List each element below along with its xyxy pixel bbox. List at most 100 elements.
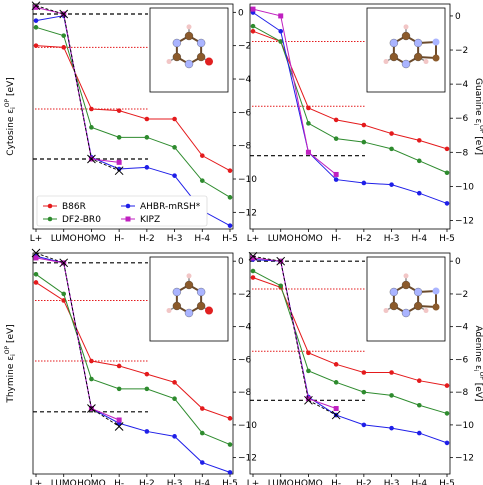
y-tick-label: −4: [238, 75, 252, 85]
data-point: [172, 380, 177, 385]
y-tick-label: −8: [455, 388, 469, 398]
legend-label: DF2-BR0: [62, 215, 101, 225]
reference-marker: [59, 9, 69, 19]
legend-label: B86R: [62, 202, 86, 212]
data-point: [172, 145, 177, 150]
data-point: [333, 380, 339, 385]
data-point: [306, 105, 311, 111]
x-tick-label: LUMO: [51, 479, 77, 485]
atom: [403, 273, 409, 279]
atom: [389, 287, 399, 297]
x-tick-label: H-4: [411, 479, 427, 485]
data-point: [116, 363, 122, 369]
atom: [423, 59, 429, 65]
atom: [401, 31, 411, 41]
data-point: [33, 18, 39, 23]
reference-line: [252, 255, 337, 416]
atom: [383, 59, 389, 65]
atom-n: [432, 38, 440, 46]
data-point: [389, 393, 394, 398]
data-point: [250, 6, 256, 12]
x-tick-label: H-3: [384, 234, 400, 244]
data-point: [89, 125, 94, 130]
x-tick-label: L+: [30, 479, 43, 485]
molecule-inset: [149, 256, 229, 342]
x-tick-label: LUMO: [268, 234, 294, 244]
molecule-inset: [366, 256, 446, 342]
x-tick-label: H-3: [167, 234, 183, 244]
data-point: [389, 370, 394, 375]
y-tick-label: −8: [238, 142, 252, 152]
data-point: [416, 378, 422, 383]
data-point: [144, 371, 150, 377]
data-point: [306, 121, 311, 126]
atom-c: [432, 303, 440, 311]
data-point: [250, 268, 256, 274]
data-point: [89, 106, 94, 112]
data-point: [333, 406, 339, 412]
y-tick-label: −2: [238, 42, 251, 52]
atom: [184, 280, 194, 290]
data-point: [33, 25, 39, 30]
data-point: [199, 460, 205, 465]
plot-frame: [249, 252, 451, 475]
reference-marker: [276, 256, 286, 266]
y-tick-label: −6: [238, 355, 252, 365]
legend-marker: [47, 216, 53, 222]
x-tick-label: H-4: [194, 234, 210, 244]
data-point: [333, 136, 339, 141]
data-point: [444, 411, 450, 416]
reference-marker: [114, 422, 124, 431]
x-tick-label: LUMO: [51, 234, 77, 244]
y-tick-label: −4: [238, 323, 252, 333]
legend-label: KIPZ: [140, 215, 160, 225]
series-line-kipz: [252, 257, 337, 409]
reference-marker: [59, 258, 69, 268]
y-tick-label: −6: [455, 114, 469, 124]
series-line-b86r: [35, 282, 231, 419]
y-tick-label: −4: [455, 323, 469, 333]
data-point: [227, 442, 233, 447]
data-point: [333, 117, 339, 123]
data-point: [33, 255, 39, 261]
data-point: [278, 39, 284, 44]
x-tick-label: H-: [114, 234, 124, 244]
data-point: [361, 370, 367, 375]
atom: [403, 24, 409, 30]
molecule-inset: [149, 7, 229, 93]
atom: [166, 308, 172, 314]
series-line-kipz: [35, 257, 120, 421]
data-point: [144, 165, 150, 170]
atom: [196, 52, 206, 62]
panel-adenine: 0 −2 −4 −6 −8 −10 −12 L+ LUMO HOMO H- H-2 H-3 H-4 H-5 A…: [247, 251, 483, 485]
y-tick-label: −12: [455, 454, 474, 464]
x-tick-label: HOMO: [294, 479, 323, 485]
data-point: [306, 350, 311, 356]
data-point: [33, 4, 39, 10]
series-line-b86r: [252, 277, 448, 387]
data-point: [199, 406, 205, 411]
y-tick-label: 0: [238, 8, 244, 18]
atom: [172, 301, 182, 311]
data-point: [305, 396, 311, 402]
x-tick-label: H-3: [384, 479, 400, 485]
data-point: [33, 271, 39, 277]
data-point: [227, 195, 233, 200]
atom: [401, 280, 411, 290]
data-point: [278, 13, 284, 19]
x-tick-label: H-5: [439, 234, 455, 244]
y-tick-label: −4: [455, 80, 469, 90]
atom: [184, 308, 194, 318]
y-tick-label: −8: [238, 388, 252, 398]
atom: [205, 57, 214, 66]
x-tick-label: H-2: [139, 234, 155, 244]
molecule-structure: [166, 24, 214, 69]
y-tick-label: −10: [238, 421, 257, 431]
atom: [186, 24, 192, 30]
data-point: [361, 422, 367, 428]
y-tick-label: 0: [455, 12, 461, 22]
data-point: [250, 275, 256, 280]
data-point: [333, 177, 339, 182]
legend-box: [36, 195, 208, 227]
x-tick-label: H-5: [439, 479, 455, 485]
